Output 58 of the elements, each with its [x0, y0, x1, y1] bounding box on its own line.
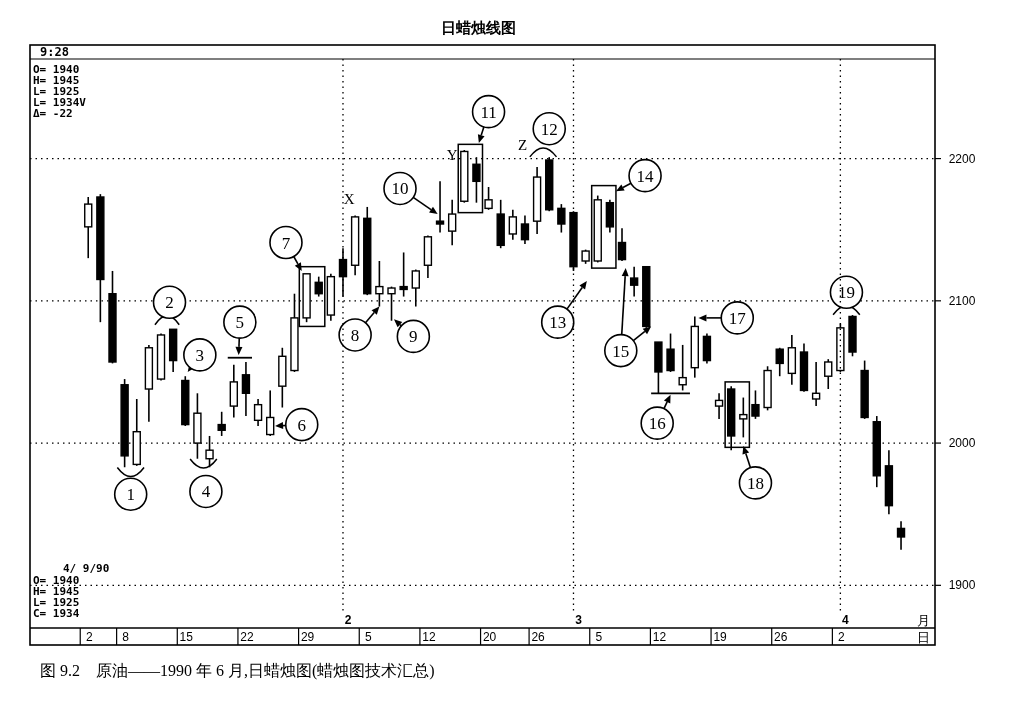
- x-tick-label: 5: [364, 630, 372, 644]
- y-tick-label: 2000: [948, 436, 976, 451]
- annotation: 4: [201, 482, 211, 502]
- x-tick-label: 8: [122, 630, 130, 644]
- annotation: 2: [344, 613, 352, 627]
- annotation: 1: [126, 485, 135, 505]
- text: L= 1925: [33, 596, 80, 609]
- annotation: 9: [409, 327, 418, 347]
- annotation: L= 1934V: [33, 96, 87, 109]
- annotation: 2: [165, 293, 174, 313]
- x-tick-label: 26: [531, 630, 546, 644]
- annotation: 10: [391, 179, 409, 199]
- y-tick-label: 2200: [948, 151, 976, 166]
- annotation: Y: [446, 147, 458, 164]
- text: 9:28: [40, 45, 69, 59]
- annotation: Z: [517, 137, 528, 154]
- annotation: 7: [281, 233, 291, 253]
- annotation: 8: [350, 325, 360, 345]
- text: 月: [916, 613, 930, 628]
- y-tick-label: 2100: [948, 293, 976, 308]
- annotation: 11: [480, 102, 497, 122]
- annotation: 12: [540, 119, 558, 139]
- annotation: X: [343, 191, 355, 208]
- annotation: 4: [842, 613, 850, 627]
- text: L= 1925: [33, 85, 80, 98]
- text: H= 1945: [33, 74, 80, 87]
- annotation: 18: [746, 473, 764, 493]
- text: C= 1934: [33, 607, 80, 620]
- text: O= 1940: [33, 574, 80, 587]
- x-tick-label: 22: [240, 630, 254, 644]
- x-tick-label: 2: [838, 630, 846, 644]
- annotation: 19: [837, 283, 855, 303]
- y-tick-label: 1900: [948, 578, 976, 593]
- annotation: 15: [612, 341, 630, 361]
- x-tick-label: 12: [652, 630, 667, 644]
- annotation: 16: [648, 414, 666, 434]
- x-tick-label: 5: [595, 630, 603, 644]
- annotation: 4/ 9/90: [63, 562, 110, 575]
- x-tick-label: 19: [713, 630, 728, 644]
- text: 日: [916, 630, 930, 645]
- caption: 图 9.2 原油——1990 年 6 月,日蜡烛图(蜡烛图技术汇总): [40, 662, 435, 680]
- text: O= 1940: [33, 63, 80, 76]
- x-tick-label: 2: [85, 630, 93, 644]
- x-tick-label: 26: [774, 630, 788, 644]
- annotation: 3: [575, 613, 583, 627]
- text: Δ= -22: [33, 107, 73, 120]
- annotation: 3: [195, 345, 205, 365]
- x-tick-label: 12: [422, 630, 436, 644]
- annotation: 17: [728, 308, 747, 328]
- annotation: 5: [235, 313, 245, 333]
- annotation: 13: [549, 313, 567, 333]
- x-tick-label: 20: [482, 630, 497, 644]
- annotation: 6: [297, 415, 306, 435]
- text: H= 1945: [33, 585, 80, 598]
- x-tick-label: 29: [300, 630, 315, 644]
- annotation: 14: [636, 166, 655, 186]
- x-tick-label: 15: [179, 630, 194, 644]
- chart-title: 日蜡烛线图: [440, 19, 516, 36]
